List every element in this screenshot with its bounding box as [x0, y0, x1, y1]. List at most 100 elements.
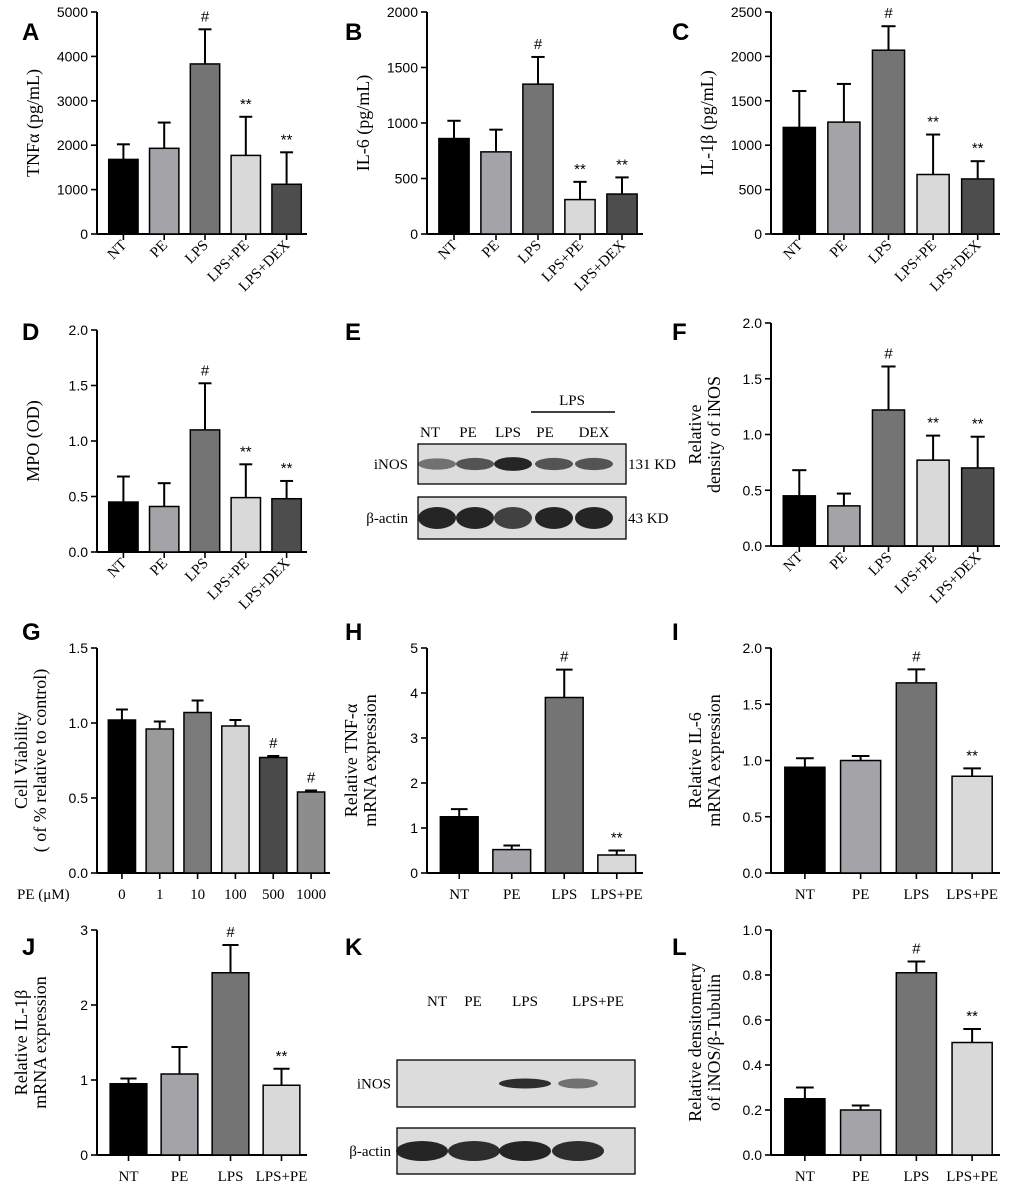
lane-label: NT: [427, 994, 447, 1010]
panel-h: H 0 1 2 3 4 5 NT PE # LPS ** LPS+PE Relative TNF-α mRN…: [341, 619, 643, 903]
panel-letter-c: C: [672, 19, 689, 46]
bar: [438, 137, 470, 235]
bar: [895, 972, 938, 1156]
lane-label: LPS: [512, 994, 538, 1010]
x-tick-label: LPS+PE: [946, 887, 998, 903]
y-tick-label: 4000: [57, 48, 88, 64]
protein-label: β-actin: [366, 511, 408, 527]
panel-letter-k: K: [345, 934, 363, 961]
x-tick-label: LPS: [551, 887, 577, 903]
y-tick-label: 2.0: [69, 322, 89, 338]
y-tick-label: 500: [739, 182, 763, 198]
significance-mark: **: [574, 161, 586, 178]
x-tick-label: LPS: [182, 238, 212, 268]
panel-d: D0.00.51.01.52.0NT PE#LPS**LPS+PE**LPS+DE…: [22, 319, 307, 613]
significance-mark: #: [912, 648, 921, 665]
y-tick-label: 0.6: [743, 1012, 763, 1028]
bar: [183, 711, 212, 874]
y-tick-label: 0.8: [743, 967, 763, 983]
y-tick-label: 0.5: [743, 482, 763, 498]
y-tick-label: 1.0: [743, 922, 763, 938]
panel-letter-h: H: [345, 619, 362, 646]
significance-mark: **: [281, 131, 293, 148]
panel-letter-f: F: [672, 319, 687, 346]
y-axis-label: Relative IL-1β: [11, 990, 31, 1096]
y-tick-label: 1000: [387, 115, 418, 131]
y-axis-label: Relative densitometry: [685, 963, 705, 1121]
bar: [895, 682, 938, 874]
significance-mark: **: [276, 1048, 288, 1065]
bar: [148, 147, 180, 235]
bar: [784, 766, 826, 874]
western-blot-k: K NT PE LPS LPS+PE iNOS β-actin: [345, 934, 636, 1175]
panel-letter-b: B: [345, 19, 362, 46]
x-tick-label: PE: [147, 556, 171, 580]
y-tick-label: 0: [410, 226, 418, 242]
significance-mark: #: [201, 8, 210, 25]
y-tick-label: 1.5: [743, 696, 763, 712]
bar: [951, 1041, 993, 1156]
y-tick-label: 1.0: [743, 427, 763, 443]
significance-mark: #: [269, 735, 278, 752]
x-tick-label: LPS: [903, 1169, 929, 1185]
y-axis-label: Relative: [685, 405, 705, 465]
lane-label: PE: [464, 994, 482, 1010]
y-tick-label: 1.5: [69, 640, 89, 656]
lane-label: PE: [536, 425, 554, 441]
y-tick-label: 0.0: [69, 544, 89, 560]
bar: [564, 198, 596, 235]
significance-mark: **: [281, 460, 293, 477]
bar: [782, 495, 817, 547]
bar: [107, 158, 139, 235]
molecular-weight-label: 131 KD: [628, 457, 676, 473]
lane-label: DEX: [579, 425, 610, 441]
y-axis-label: Relative TNF-α: [341, 703, 361, 817]
y-axis-label: of iNOS/β-Tubulin: [704, 974, 724, 1111]
panel-letter-j: J: [22, 934, 35, 961]
y-tick-label: 1500: [731, 93, 762, 109]
significance-mark: #: [912, 941, 921, 958]
y-tick-label: 3: [80, 922, 88, 938]
blot-band: [575, 457, 613, 471]
y-axis-label: ( of % relative to control): [30, 669, 51, 852]
panel-l: L 0.0 0.2 0.4 0.6 0.8 1.0 NT PE # LPS ** LPS+PE Relat…: [672, 922, 1000, 1185]
y-axis-label: MPO (OD): [23, 400, 44, 482]
bar: [951, 775, 993, 874]
blot-band: [499, 1141, 551, 1161]
bar: [480, 151, 512, 235]
lane-label: NT: [420, 425, 440, 441]
y-tick-label: 1: [410, 820, 418, 836]
y-tick-label: 2.0: [743, 315, 763, 331]
blot-band: [494, 507, 532, 529]
y-tick-label: 0.0: [743, 538, 763, 554]
y-axis-label: IL-6 (pg/mL): [353, 75, 374, 171]
blot-band: [558, 1078, 598, 1089]
bar: [916, 459, 950, 547]
panel-letter-a: A: [22, 19, 39, 46]
significance-mark: **: [616, 156, 628, 173]
bar: [262, 1084, 301, 1156]
bar: [960, 178, 995, 235]
y-tick-label: 1.0: [69, 433, 89, 449]
panel-letter-d: D: [22, 319, 39, 346]
y-axis-label: Relative IL-6: [685, 712, 705, 808]
y-tick-label: 0.5: [69, 489, 89, 505]
significance-mark: **: [972, 416, 984, 433]
molecular-weight-label: 43 KD: [628, 511, 669, 527]
y-axis-label: IL-1β (pg/mL): [697, 70, 718, 176]
bar: [782, 126, 817, 235]
x-tick-label: LPS: [866, 238, 896, 268]
y-tick-label: 0.0: [69, 865, 89, 881]
x-tick-label: NT: [105, 556, 130, 581]
y-tick-label: 0: [754, 226, 762, 242]
bar: [221, 725, 250, 874]
panel-letter-e: E: [345, 319, 361, 346]
significance-mark: #: [201, 362, 210, 379]
y-tick-label: 500: [395, 171, 419, 187]
significance-mark: #: [534, 36, 543, 53]
y-tick-label: 1.5: [69, 378, 89, 394]
x-tick-label: 10: [190, 887, 205, 903]
bar: [544, 696, 584, 874]
